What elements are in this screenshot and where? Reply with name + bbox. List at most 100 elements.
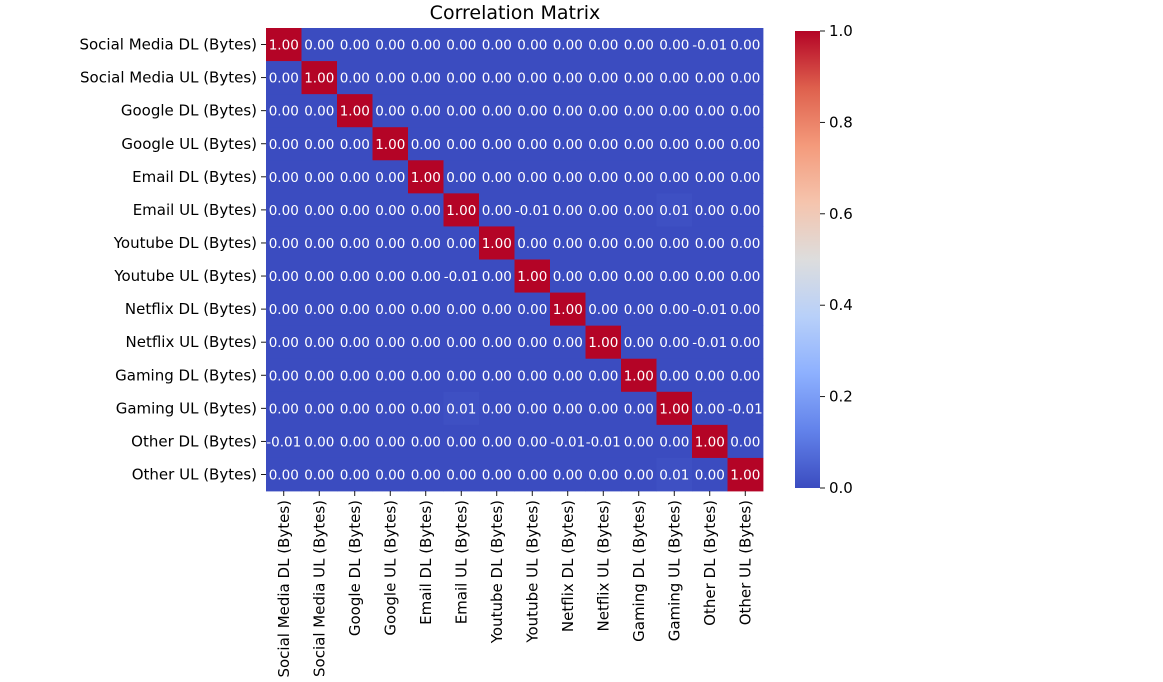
heatmap-cell bbox=[337, 325, 373, 360]
x-tick-label: Other DL (Bytes) bbox=[701, 500, 719, 626]
cell-value-label: 0.00 bbox=[553, 236, 583, 252]
heatmap-cell bbox=[550, 61, 586, 95]
heatmap-cell bbox=[585, 358, 622, 393]
cell-value-label: 0.00 bbox=[624, 269, 654, 285]
heatmap-cell bbox=[266, 160, 302, 194]
cell-value-label: 0.00 bbox=[446, 38, 476, 54]
cell-value-label: 0.00 bbox=[446, 71, 476, 87]
cell-value-label: 0.00 bbox=[446, 368, 476, 384]
y-tick-label: Email DL (Bytes) bbox=[132, 168, 257, 186]
heatmap-cell bbox=[479, 457, 515, 492]
cell-value-label: 0.00 bbox=[730, 104, 760, 120]
cell-value-label: 1.00 bbox=[304, 71, 334, 87]
heatmap-cell bbox=[479, 226, 515, 260]
cell-value-label: 0.00 bbox=[695, 467, 725, 483]
cell-value-label: 0.00 bbox=[517, 401, 547, 417]
cell-value-label: 0.00 bbox=[695, 71, 725, 87]
cell-value-label: 0.00 bbox=[411, 335, 441, 351]
cell-value-label: 0.00 bbox=[482, 269, 512, 285]
cell-value-label: 0.00 bbox=[517, 71, 547, 87]
cell-value-label: 0.00 bbox=[340, 302, 370, 318]
cell-value-label: 0.00 bbox=[446, 137, 476, 153]
heatmap-cell bbox=[585, 160, 622, 194]
cell-value-label: 0.00 bbox=[375, 401, 405, 417]
cell-value-label: 0.00 bbox=[375, 368, 405, 384]
heatmap-cell bbox=[692, 457, 728, 492]
heatmap-cell bbox=[514, 424, 551, 459]
heatmap-cell bbox=[692, 424, 728, 459]
cell-value-label: 0.00 bbox=[553, 71, 583, 87]
cell-value-label: 0.00 bbox=[553, 335, 583, 351]
x-tick-label: Social Media DL (Bytes) bbox=[275, 500, 293, 678]
cell-value-label: -0.01 bbox=[692, 38, 727, 54]
heatmap-cell bbox=[479, 391, 515, 426]
cell-value-label: 0.00 bbox=[482, 434, 512, 450]
heatmap-cell bbox=[408, 61, 444, 95]
cell-value-label: 0.00 bbox=[446, 236, 476, 252]
cell-value-label: 0.00 bbox=[482, 170, 512, 186]
cell-value-label: 0.00 bbox=[375, 203, 405, 219]
cell-value-label: 0.00 bbox=[304, 368, 334, 384]
cell-value-label: 0.00 bbox=[588, 302, 618, 318]
cell-value-label: 0.00 bbox=[730, 71, 760, 87]
cell-value-label: 0.00 bbox=[269, 170, 299, 186]
heatmap-cell bbox=[408, 28, 444, 62]
cell-value-label: 1.00 bbox=[482, 236, 512, 252]
cell-value-label: -0.01 bbox=[692, 335, 727, 351]
heatmap-cell bbox=[479, 61, 515, 95]
heatmap-cell bbox=[337, 391, 373, 426]
y-tick-label: Google UL (Bytes) bbox=[121, 135, 257, 153]
heatmap-cell bbox=[479, 127, 515, 161]
cell-value-label: 0.00 bbox=[588, 38, 618, 54]
heatmap-cell bbox=[372, 193, 409, 227]
heatmap-cell bbox=[408, 424, 444, 459]
cell-value-label: 0.00 bbox=[588, 170, 618, 186]
cell-value-label: -0.01 bbox=[515, 203, 550, 219]
cell-value-label: 0.00 bbox=[482, 104, 512, 120]
heatmap-cell bbox=[621, 292, 657, 327]
heatmap-cell bbox=[443, 226, 480, 260]
cell-value-label: 0.00 bbox=[375, 434, 405, 450]
cell-value-label: 0.00 bbox=[482, 137, 512, 153]
heatmap-cell bbox=[656, 358, 693, 393]
heatmap-cell bbox=[479, 292, 515, 327]
heatmap-cell bbox=[692, 28, 728, 62]
cell-value-label: 0.00 bbox=[659, 269, 689, 285]
heatmap-cell bbox=[656, 28, 693, 62]
cell-value-label: 0.00 bbox=[340, 236, 370, 252]
cell-value-label: 0.00 bbox=[304, 401, 334, 417]
x-tick-label: Email DL (Bytes) bbox=[417, 500, 435, 625]
y-tick-label: Social Media UL (Bytes) bbox=[80, 69, 257, 87]
cell-value-label: 0.00 bbox=[624, 335, 654, 351]
cell-value-label: 0.00 bbox=[517, 335, 547, 351]
heatmap-cell bbox=[479, 424, 515, 459]
heatmap-cell bbox=[585, 127, 622, 161]
heatmap-cell bbox=[514, 457, 551, 492]
heatmap-cell bbox=[408, 457, 444, 492]
cell-value-label: 0.00 bbox=[659, 104, 689, 120]
cell-value-label: 0.00 bbox=[588, 104, 618, 120]
heatmap-cell bbox=[621, 61, 657, 95]
heatmap-cell bbox=[337, 259, 373, 293]
cell-value-label: 0.00 bbox=[446, 467, 476, 483]
x-tick-label: Gaming UL (Bytes) bbox=[665, 500, 683, 641]
x-tick-label: Gaming DL (Bytes) bbox=[630, 500, 648, 642]
cell-value-label: 0.00 bbox=[517, 236, 547, 252]
heatmap-cell bbox=[585, 28, 622, 62]
cell-value-label: 0.00 bbox=[588, 236, 618, 252]
heatmap-cell bbox=[514, 127, 551, 161]
heatmap-cell bbox=[337, 193, 373, 227]
heatmap-cell bbox=[443, 424, 480, 459]
heatmap-cell bbox=[266, 325, 302, 360]
cell-value-label: 0.00 bbox=[695, 104, 725, 120]
heatmap-cell bbox=[621, 28, 657, 62]
heatmap-cell bbox=[727, 259, 764, 293]
heatmap-cell bbox=[621, 94, 657, 128]
heatmap-cell bbox=[514, 94, 551, 128]
cell-value-label: -0.01 bbox=[444, 269, 479, 285]
heatmap-cell bbox=[514, 391, 551, 426]
cell-value-label: 0.00 bbox=[482, 203, 512, 219]
heatmap-cell bbox=[372, 424, 409, 459]
heatmap-cell bbox=[656, 94, 693, 128]
